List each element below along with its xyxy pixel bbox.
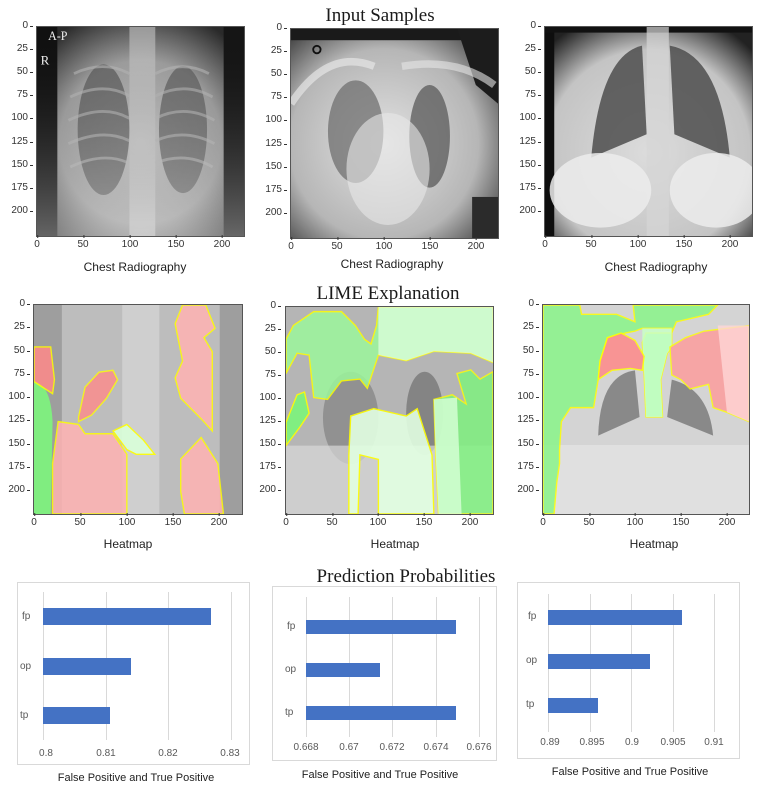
category-label-op: op bbox=[20, 661, 32, 672]
x-tick-label: 0.89 bbox=[540, 737, 560, 748]
bar-fp bbox=[548, 610, 682, 625]
x-tick-label: 0.905 bbox=[660, 737, 686, 748]
gridline bbox=[673, 594, 674, 732]
caption-heatmap-3: Heatmap bbox=[629, 537, 679, 551]
category-label-tp: tp bbox=[285, 707, 294, 718]
gridline bbox=[479, 597, 480, 737]
xray-image-1: A-P R bbox=[36, 26, 245, 237]
x-tick-label: 0.91 bbox=[704, 737, 724, 748]
x-tick-label: 0.895 bbox=[579, 737, 605, 748]
bar-fp bbox=[43, 608, 211, 625]
chart-frame bbox=[517, 582, 740, 759]
caption-heatmap-1: Heatmap bbox=[103, 537, 153, 551]
lime-heatmap-2 bbox=[285, 306, 494, 515]
xray-image-3 bbox=[544, 26, 753, 237]
category-label-fp: fp bbox=[528, 611, 537, 622]
chart-x-axis-title: False Positive and True Positive bbox=[57, 772, 215, 784]
x-tick-label: 0.668 bbox=[293, 742, 319, 753]
category-label-op: op bbox=[526, 655, 538, 666]
lime-explanation-title: LIME Explanation bbox=[316, 283, 460, 304]
caption-chest-radiography-3: Chest Radiography bbox=[604, 260, 708, 274]
gridline bbox=[436, 597, 437, 737]
category-label-fp: fp bbox=[287, 621, 296, 632]
xray-image-2 bbox=[290, 28, 499, 239]
x-tick-label: 0.676 bbox=[466, 742, 492, 753]
bar-tp bbox=[306, 706, 456, 720]
chart-x-axis-title: False Positive and True Positive bbox=[301, 769, 459, 781]
category-label-tp: tp bbox=[20, 710, 29, 721]
gridline bbox=[714, 594, 715, 732]
caption-heatmap-2: Heatmap bbox=[370, 537, 420, 551]
x-tick-label: 0.67 bbox=[339, 742, 359, 753]
lime-heatmap-3 bbox=[542, 304, 750, 515]
bar-op bbox=[306, 663, 380, 677]
input-samples-title: Input Samples bbox=[325, 5, 435, 26]
bar-tp bbox=[548, 698, 598, 713]
prediction-probabilities-title: Prediction Probabilities bbox=[316, 566, 496, 587]
caption-chest-radiography-1: Chest Radiography bbox=[83, 260, 187, 274]
svg-text:A-P: A-P bbox=[48, 29, 68, 43]
lime-heatmap-1 bbox=[33, 304, 243, 515]
x-tick-label: 0.81 bbox=[96, 748, 116, 759]
category-label-fp: fp bbox=[22, 611, 31, 622]
x-tick-label: 0.674 bbox=[423, 742, 449, 753]
x-tick-label: 0.672 bbox=[379, 742, 405, 753]
category-label-tp: tp bbox=[526, 699, 535, 710]
bar-op bbox=[548, 654, 650, 669]
gridline bbox=[392, 597, 393, 737]
chart-x-axis-title: False Positive and True Positive bbox=[551, 766, 709, 778]
bar-op bbox=[43, 658, 131, 675]
x-tick-label: 0.83 bbox=[220, 748, 240, 759]
x-tick-label: 0.82 bbox=[158, 748, 178, 759]
gridline bbox=[231, 592, 232, 740]
x-tick-label: 0.8 bbox=[39, 748, 53, 759]
category-label-op: op bbox=[285, 664, 297, 675]
x-tick-label: 0.9 bbox=[625, 737, 639, 748]
bar-fp bbox=[306, 620, 456, 634]
svg-text:R: R bbox=[41, 52, 50, 67]
caption-chest-radiography-2: Chest Radiography bbox=[340, 257, 444, 271]
gridline bbox=[168, 592, 169, 740]
bar-tp bbox=[43, 707, 110, 724]
